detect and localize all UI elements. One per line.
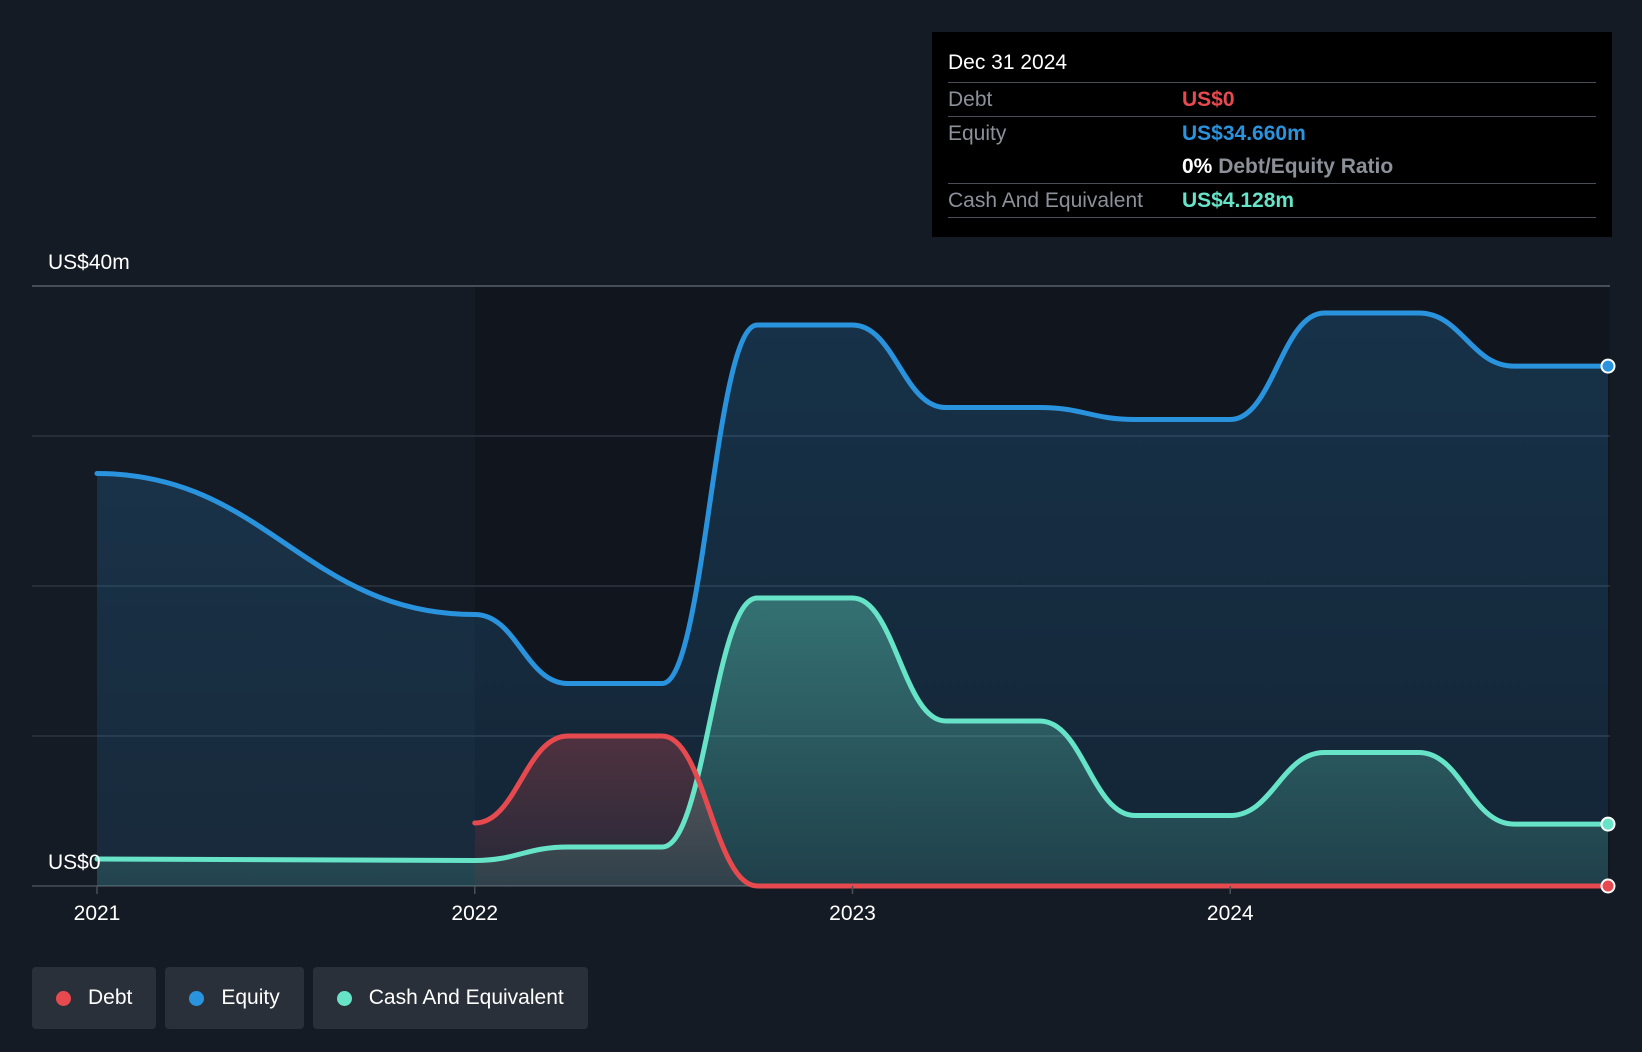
tooltip-equity-value: US$34.660m	[1182, 122, 1306, 145]
tooltip-debt-label: Debt	[948, 88, 993, 111]
x-axis-tick-label: 2021	[74, 902, 121, 925]
tooltip-row-debt: Debt US$0	[948, 83, 1596, 117]
x-axis-tick-label: 2022	[451, 902, 498, 925]
legend-equity-label: Equity	[221, 986, 280, 1009]
legend-debt-label: Debt	[88, 986, 133, 1009]
series-area-debt	[474, 736, 1608, 886]
tooltip-cash-value: US$4.128m	[1182, 189, 1295, 212]
legend-item-cash[interactable]: Cash And Equivalent	[312, 967, 588, 1029]
tooltip-row-cash: Cash And Equivalent US$4.128m	[948, 184, 1596, 218]
series-line-debt	[472, 733, 1611, 889]
tooltip-row-equity: Equity US$34.660m	[948, 117, 1596, 150]
series-line-equity	[94, 310, 1611, 687]
chart-legend: Debt Equity Cash And Equivalent	[32, 967, 588, 1029]
y-axis-bottom-label: US$0	[48, 851, 101, 874]
tooltip-ratio-spacer	[948, 150, 1182, 183]
tooltip-ratio: 0% Debt/Equity Ratio	[1182, 150, 1393, 183]
tooltip-cash-label: Cash And Equivalent	[948, 189, 1143, 212]
tooltip-ratio-value: 0%	[1182, 155, 1213, 178]
series-end-marker-debt	[1600, 878, 1616, 894]
y-axis-top-label: US$40m	[48, 251, 130, 274]
series-area-cash	[97, 598, 1608, 886]
tooltip-debt-value: US$0	[1182, 88, 1235, 111]
series-end-marker-cash	[1600, 816, 1616, 832]
legend-item-debt[interactable]: Debt	[32, 967, 157, 1029]
legend-cash-dot-icon	[336, 990, 352, 1006]
tooltip-equity-label: Equity	[948, 122, 1007, 145]
tooltip-ratio-label: Debt/Equity Ratio	[1218, 155, 1394, 178]
tooltip-date: Dec 31 2024	[948, 42, 1596, 83]
hover-tooltip: Dec 31 2024 Debt US$0 Equity US$34.660m …	[932, 32, 1612, 237]
series-end-marker-equity	[1600, 358, 1616, 374]
x-axis-tick-label: 2024	[1207, 902, 1254, 925]
tooltip-row-ratio: 0% Debt/Equity Ratio	[948, 150, 1596, 184]
legend-item-equity[interactable]: Equity	[165, 967, 304, 1029]
legend-debt-dot-icon	[56, 990, 71, 1006]
series-line-cash	[94, 595, 1611, 863]
legend-equity-dot-icon	[189, 990, 205, 1006]
x-axis-tick-label: 2023	[829, 902, 876, 925]
legend-cash-label: Cash And Equivalent	[368, 986, 564, 1009]
